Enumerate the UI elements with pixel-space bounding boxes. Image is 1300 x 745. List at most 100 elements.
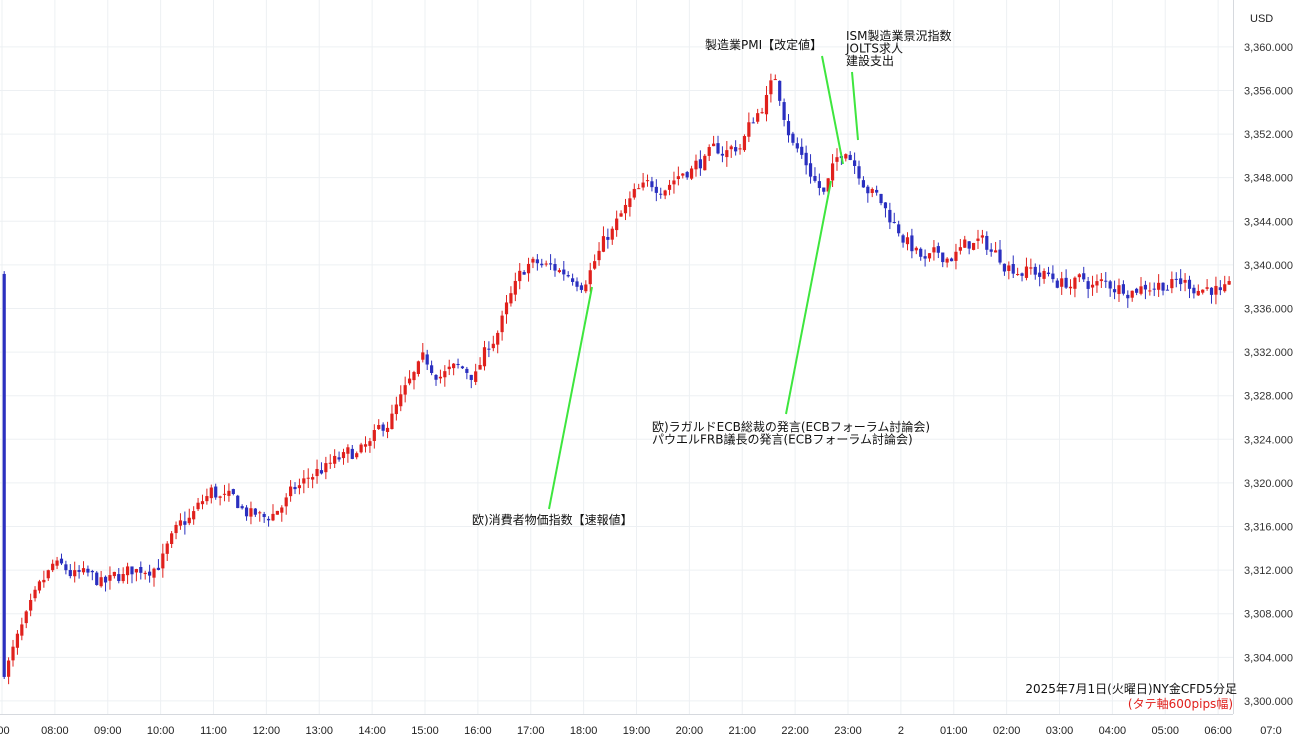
candle-body bbox=[29, 599, 33, 611]
candle-body bbox=[491, 343, 495, 349]
candle-body bbox=[73, 570, 77, 577]
candle-body bbox=[355, 453, 359, 458]
candle-body bbox=[522, 272, 526, 275]
candle-body bbox=[1033, 266, 1037, 275]
candle-body bbox=[258, 512, 262, 514]
candle-body bbox=[1002, 263, 1007, 272]
candle-body bbox=[192, 511, 196, 520]
x-tick-label: 09:00 bbox=[94, 725, 122, 737]
candle-body bbox=[945, 258, 949, 263]
candle-body bbox=[1143, 284, 1148, 290]
candle-body bbox=[897, 224, 901, 234]
candle-body bbox=[844, 154, 848, 159]
x-tick-label: 02:00 bbox=[993, 725, 1021, 737]
candle-body bbox=[333, 455, 337, 464]
candle-body bbox=[165, 543, 169, 554]
candle-body bbox=[337, 457, 341, 460]
candle-body bbox=[826, 178, 830, 192]
candle-body bbox=[390, 413, 394, 430]
price-axis[interactable]: 3,300.000 3,304.000 3,308.000 3,312.000 3,31… bbox=[1233, 0, 1300, 745]
candle-body bbox=[615, 218, 619, 231]
annotation-text: JOLTS求人 bbox=[845, 42, 903, 56]
candle-body bbox=[148, 571, 152, 576]
candle-body bbox=[1007, 265, 1011, 271]
candle-body bbox=[1112, 289, 1117, 293]
candle-body bbox=[249, 508, 253, 517]
candle-body bbox=[222, 493, 227, 495]
candle-body bbox=[55, 560, 59, 566]
candle-body bbox=[1157, 282, 1161, 290]
candle-body bbox=[720, 153, 725, 156]
candle-body bbox=[791, 133, 795, 143]
candle-body bbox=[302, 478, 306, 484]
candle-body bbox=[183, 521, 187, 525]
time-axis[interactable]: :00 08:00 09:00 10:00 11:00 12:00 13:00 14:00 15… bbox=[0, 714, 1282, 738]
candle-body bbox=[579, 285, 584, 290]
candle-body bbox=[200, 501, 205, 505]
candle-body bbox=[623, 204, 628, 214]
candle-body bbox=[500, 315, 504, 333]
candle-body bbox=[632, 188, 636, 198]
candle-body bbox=[368, 441, 372, 446]
candle-body bbox=[575, 281, 579, 287]
candle-body bbox=[1126, 294, 1130, 299]
candle-body bbox=[905, 237, 910, 245]
x-tick-label: 05:00 bbox=[1151, 725, 1179, 737]
x-tick-label: 15:00 bbox=[411, 725, 439, 737]
candle-body bbox=[46, 570, 50, 579]
candle-body bbox=[994, 250, 998, 253]
annotation-leader-line bbox=[548, 286, 593, 510]
candle-body bbox=[923, 256, 927, 259]
candle-body bbox=[139, 566, 143, 573]
candle-body bbox=[1108, 281, 1112, 289]
candle-body bbox=[1218, 287, 1222, 291]
candle-body bbox=[773, 79, 777, 81]
candle-body bbox=[15, 633, 20, 648]
candle-body bbox=[121, 574, 125, 582]
candle-body bbox=[7, 660, 11, 677]
candle-body bbox=[1029, 267, 1033, 269]
candle-body bbox=[1201, 289, 1205, 293]
candle-body bbox=[346, 447, 350, 454]
candle-body bbox=[244, 507, 249, 517]
candle-body bbox=[1214, 285, 1218, 295]
candle-body bbox=[760, 112, 764, 114]
candle-body bbox=[385, 427, 390, 432]
candle-body bbox=[1024, 266, 1029, 278]
x-tick-label: 10:00 bbox=[147, 725, 175, 737]
candle-body bbox=[518, 270, 522, 282]
candle-body bbox=[280, 507, 284, 513]
candle-body bbox=[394, 404, 398, 415]
candle-body bbox=[51, 563, 55, 571]
candle-body bbox=[535, 259, 539, 264]
candle-body bbox=[703, 155, 707, 171]
candle-body bbox=[949, 258, 954, 262]
candle-body bbox=[778, 80, 782, 101]
candle-body bbox=[311, 477, 315, 480]
x-tick-label: 12:00 bbox=[253, 725, 281, 737]
candle-body bbox=[1099, 279, 1103, 282]
candle-body bbox=[976, 238, 980, 241]
candle-body bbox=[174, 524, 178, 534]
candle-body bbox=[971, 242, 976, 250]
candle-body bbox=[1055, 280, 1059, 288]
candle-body bbox=[685, 172, 689, 178]
candle-body bbox=[742, 136, 747, 151]
candle-body bbox=[963, 239, 967, 248]
candle-body bbox=[399, 394, 403, 407]
candle-body bbox=[879, 193, 883, 204]
candle-body bbox=[460, 366, 465, 369]
candle-body bbox=[667, 184, 672, 190]
x-tick-label: 21:00 bbox=[728, 725, 756, 737]
y-tick-label: 3,340.000 bbox=[1244, 260, 1293, 272]
candle-body bbox=[425, 354, 429, 365]
candle-body bbox=[548, 263, 553, 265]
candle-body bbox=[857, 166, 861, 179]
candle-body bbox=[143, 572, 147, 575]
y-tick-label: 3,316.000 bbox=[1244, 522, 1293, 534]
x-tick-label: 23:00 bbox=[834, 725, 862, 737]
candle-body bbox=[848, 154, 852, 161]
candle-body bbox=[42, 579, 46, 583]
candle-body bbox=[452, 363, 456, 369]
